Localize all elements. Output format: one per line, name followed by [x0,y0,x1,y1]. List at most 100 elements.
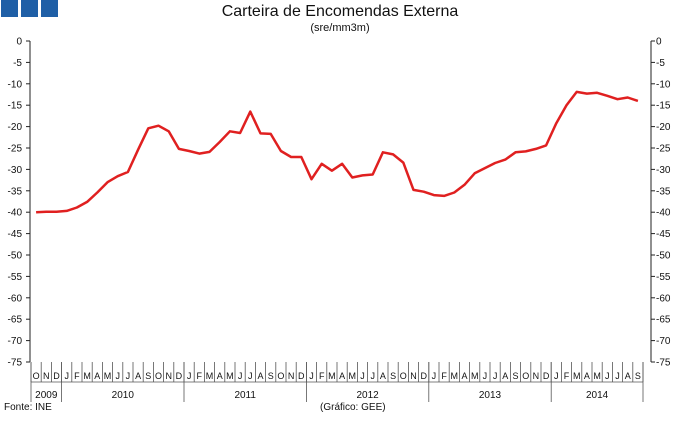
month-label: S [268,371,274,381]
month-label: D [176,371,183,381]
chart-title: Carteira de Encomendas Externa [221,3,459,20]
y-tick-label-right: -45 [656,229,671,240]
month-label: J [370,371,375,381]
month-label: N [533,371,540,381]
y-tick-label-right: -25 [656,144,671,155]
month-label: A [339,371,345,381]
month-label: O [155,371,162,381]
logo-block-2 [21,0,38,17]
credit-note: (Gráfico: GEE) [320,402,386,413]
month-label: M [206,371,214,381]
month-label: M [226,371,234,381]
y-tick-label-left: -65 [8,315,23,326]
source-note: Fonte: INE [4,402,52,413]
y-tick-label-right: -20 [656,122,671,133]
y-tick-label-left: -10 [8,79,23,90]
month-label: O [33,371,40,381]
month-label: J [605,371,610,381]
month-label: M [471,371,479,381]
month-label: O [522,371,529,381]
y-tick-label-left: -25 [8,144,23,155]
year-label: 2010 [112,390,135,401]
month-label: A [135,371,141,381]
y-tick-label-left: -60 [8,293,23,304]
month-label: J [248,371,253,381]
month-label: M [328,371,336,381]
month-label: M [104,371,112,381]
y-tick-label-left: -20 [8,122,23,133]
month-label: A [94,371,100,381]
month-label: A [217,371,223,381]
month-label: J [483,371,488,381]
y-tick-label-left: -5 [13,58,22,69]
month-label: F [74,371,80,381]
month-label: J [615,371,620,381]
y-tick-label-right: -65 [656,315,671,326]
y-tick-label-left: -75 [8,358,23,369]
month-label: N [288,371,295,381]
y-tick-label-right: 0 [656,37,662,48]
month-label: F [197,371,203,381]
month-label: J [64,371,69,381]
y-tick-label-right: -15 [656,101,671,112]
month-label: M [451,371,459,381]
y-tick-label-right: -30 [656,165,671,176]
chart-subtitle: (sre/mm3m) [310,22,370,34]
y-tick-label-left: -55 [8,272,23,283]
y-tick-label-left: -30 [8,165,23,176]
year-label: 2011 [234,390,256,401]
month-label: N [165,371,172,381]
month-label: F [319,371,325,381]
y-tick-label-right: -10 [656,79,671,90]
month-label: J [187,371,192,381]
month-label: F [441,371,447,381]
month-label: S [635,371,641,381]
month-label: M [349,371,357,381]
month-label: M [593,371,601,381]
month-label: M [83,371,91,381]
y-tick-label-right: -75 [656,358,671,369]
month-label: D [298,371,305,381]
month-label: A [380,371,386,381]
year-label: 2014 [586,390,609,401]
month-label: J [238,371,243,381]
y-tick-label-right: -55 [656,272,671,283]
month-label: F [564,371,570,381]
month-label: O [277,371,284,381]
y-tick-label-right: -35 [656,186,671,197]
month-label: M [573,371,581,381]
month-label: A [257,371,263,381]
month-label: J [360,371,365,381]
y-tick-label-left: 0 [16,37,22,48]
month-label: S [145,371,151,381]
y-tick-label-left: -35 [8,186,23,197]
series-line [36,90,639,214]
month-label: J [309,371,314,381]
year-label: 2012 [356,390,379,401]
month-label: A [625,371,631,381]
month-label: S [390,371,396,381]
month-label: D [53,371,60,381]
y-tick-label-right: -70 [656,336,671,347]
logo-block-1 [1,0,18,17]
month-label: J [115,371,120,381]
y-tick-label-right: -50 [656,251,671,262]
month-label: A [584,371,590,381]
month-label: O [400,371,407,381]
y-tick-label-left: -70 [8,336,23,347]
month-label: J [493,371,498,381]
month-label: J [432,371,437,381]
year-label: 2013 [479,390,502,401]
y-tick-label-right: -40 [656,208,671,219]
logo-block-3 [41,0,58,17]
month-label: D [420,371,427,381]
month-label: N [410,371,417,381]
month-label: J [554,371,559,381]
y-tick-label-right: -5 [656,58,665,69]
month-label: J [126,371,131,381]
month-label: A [502,371,508,381]
y-tick-label-left: -50 [8,251,23,262]
y-tick-label-right: -60 [656,293,671,304]
year-label: 2009 [35,390,58,401]
